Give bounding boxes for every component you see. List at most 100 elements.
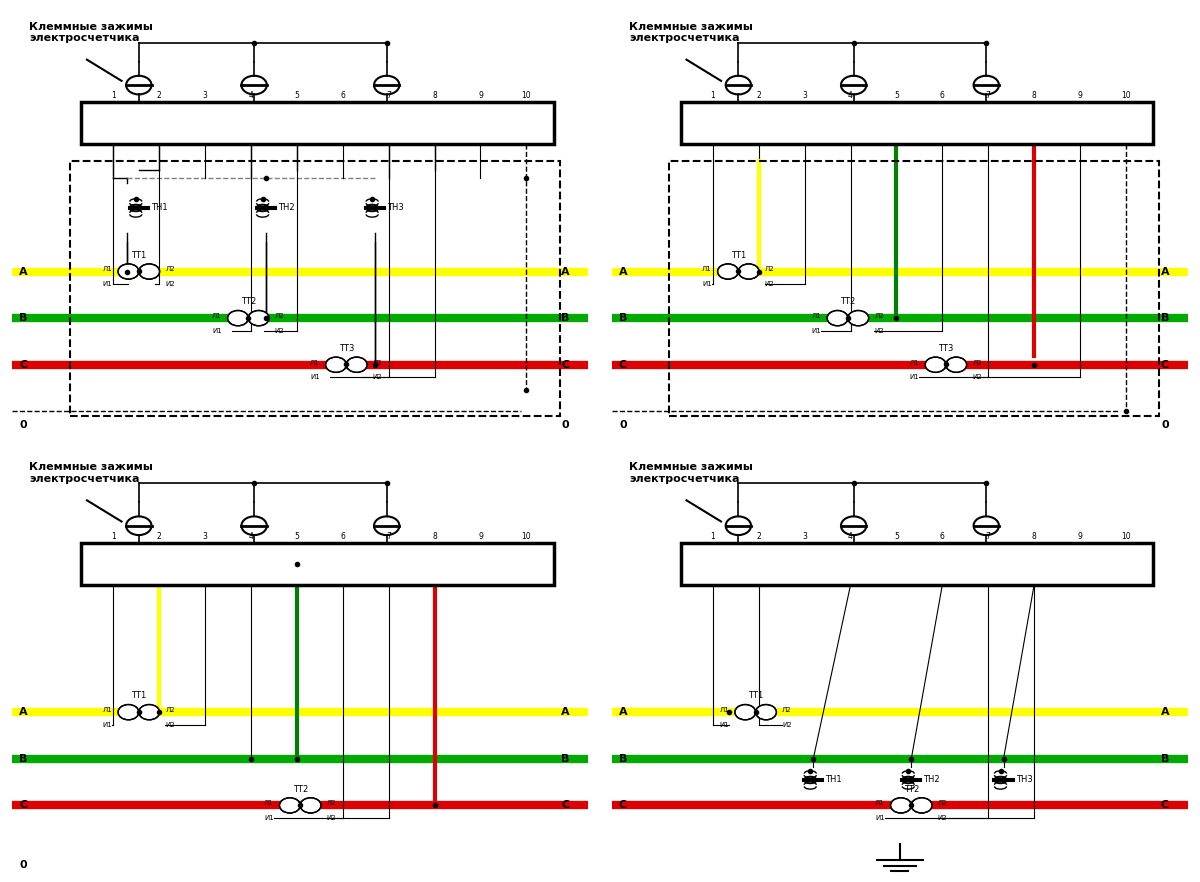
Text: Л2: Л2	[764, 266, 774, 273]
Text: Л1: Л1	[212, 313, 222, 319]
Text: И2: И2	[166, 721, 175, 728]
Text: B: B	[19, 313, 28, 323]
Text: ТТ1: ТТ1	[131, 250, 146, 259]
Text: C: C	[19, 800, 28, 811]
Text: 4: 4	[848, 91, 853, 100]
Text: Л2: Л2	[875, 313, 884, 319]
Text: ТТ3: ТТ3	[938, 344, 954, 353]
Text: И1: И1	[212, 328, 222, 333]
Text: B: B	[619, 313, 628, 323]
Text: ТТ2: ТТ2	[293, 784, 308, 794]
Text: 3: 3	[802, 532, 808, 541]
Text: 7: 7	[386, 91, 391, 100]
Text: 8: 8	[432, 91, 437, 100]
Text: И2: И2	[938, 815, 948, 821]
Circle shape	[738, 264, 760, 279]
Text: И1: И1	[102, 281, 113, 288]
Circle shape	[228, 310, 248, 325]
Circle shape	[718, 264, 738, 279]
Text: 3: 3	[203, 532, 208, 541]
Text: И1: И1	[102, 721, 113, 728]
Text: Л1: Л1	[102, 707, 113, 713]
Text: Л2: Л2	[326, 800, 336, 806]
Text: A: A	[19, 707, 28, 717]
Text: B: B	[19, 754, 28, 764]
Text: Л1: Л1	[910, 360, 919, 366]
Text: 8: 8	[432, 532, 437, 541]
Circle shape	[890, 797, 911, 813]
Text: 0: 0	[1162, 420, 1169, 430]
Text: A: A	[19, 266, 28, 277]
Text: 2: 2	[157, 91, 162, 100]
Text: Клеммные зажимы
электросчетчика: Клеммные зажимы электросчетчика	[29, 462, 154, 484]
Text: A: A	[562, 266, 570, 277]
Text: 9: 9	[478, 91, 482, 100]
Text: ТТ2: ТТ2	[840, 297, 856, 306]
Text: ТН1: ТН1	[826, 775, 842, 784]
Text: Л1: Л1	[875, 800, 884, 806]
Text: 2: 2	[756, 91, 761, 100]
Text: Л2: Л2	[972, 360, 982, 366]
Text: 0: 0	[619, 420, 626, 430]
Circle shape	[139, 264, 160, 279]
Circle shape	[756, 705, 776, 720]
Text: И1: И1	[875, 815, 884, 821]
Text: 2: 2	[157, 532, 162, 541]
Text: B: B	[619, 754, 628, 764]
Text: 6: 6	[341, 532, 346, 541]
Text: Л1: Л1	[310, 360, 320, 366]
Text: И2: И2	[166, 281, 175, 288]
Text: ТТ1: ТТ1	[131, 691, 146, 700]
Text: C: C	[562, 360, 570, 370]
Text: A: A	[1160, 266, 1169, 277]
Circle shape	[911, 797, 932, 813]
Circle shape	[139, 705, 160, 720]
Text: A: A	[619, 707, 628, 717]
Bar	[680, 102, 1153, 145]
Text: A: A	[562, 707, 570, 717]
Text: 9: 9	[478, 532, 482, 541]
Circle shape	[848, 310, 869, 325]
Text: И1: И1	[264, 815, 274, 821]
Text: B: B	[562, 313, 570, 323]
Circle shape	[118, 264, 139, 279]
Text: И1: И1	[310, 375, 320, 380]
Text: 6: 6	[940, 91, 944, 100]
Text: ТТ1: ТТ1	[748, 691, 763, 700]
Text: Л2: Л2	[373, 360, 383, 366]
Text: 1: 1	[110, 532, 115, 541]
Text: Л2: Л2	[166, 266, 175, 273]
Text: Л2: Л2	[275, 313, 284, 319]
Text: 4: 4	[248, 532, 253, 541]
Text: 1: 1	[110, 91, 115, 100]
Text: ТТ3: ТТ3	[338, 344, 354, 353]
Text: Л2: Л2	[938, 800, 948, 806]
Circle shape	[325, 357, 347, 372]
Text: C: C	[619, 360, 628, 370]
Text: ТН3: ТН3	[388, 204, 404, 213]
Text: 7: 7	[386, 532, 391, 541]
Circle shape	[734, 705, 756, 720]
Text: И2: И2	[275, 328, 284, 333]
Text: 7: 7	[985, 532, 991, 541]
Text: Клеммные зажимы
электросчетчика: Клеммные зажимы электросчетчика	[629, 462, 752, 484]
Text: 1: 1	[710, 532, 715, 541]
Bar	[70, 161, 559, 415]
Text: Л1: Л1	[811, 313, 821, 319]
Text: C: C	[562, 800, 570, 811]
Text: Л2: Л2	[166, 707, 175, 713]
Text: ТТ2: ТТ2	[904, 784, 919, 794]
Text: И1: И1	[910, 375, 919, 380]
Text: B: B	[1160, 754, 1169, 764]
Text: ТН3: ТН3	[1015, 775, 1032, 784]
Text: 6: 6	[341, 91, 346, 100]
Text: 3: 3	[802, 91, 808, 100]
Text: Л1: Л1	[702, 266, 712, 273]
Text: C: C	[619, 800, 628, 811]
Text: B: B	[562, 754, 570, 764]
Text: 3: 3	[203, 91, 208, 100]
Text: 10: 10	[1121, 532, 1130, 541]
Text: И1: И1	[719, 721, 730, 728]
Text: 8: 8	[1032, 91, 1037, 100]
Text: 0: 0	[19, 861, 28, 871]
